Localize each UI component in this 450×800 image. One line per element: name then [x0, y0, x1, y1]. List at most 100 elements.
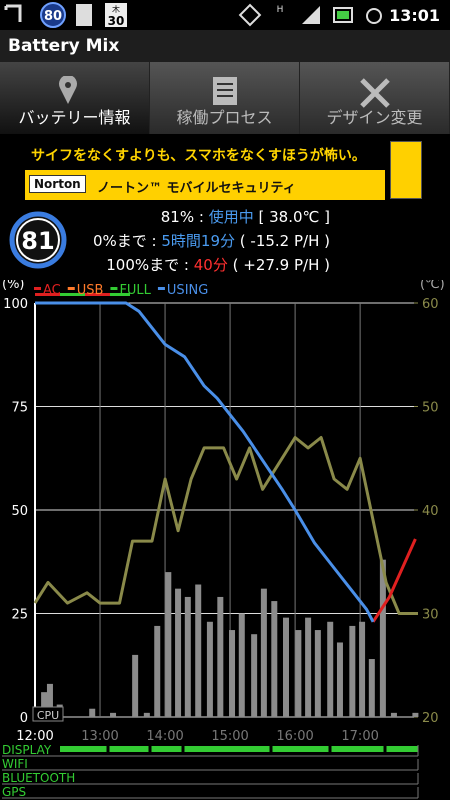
- legend-swatch: [157, 287, 165, 290]
- tab-label: デザイン変更: [326, 108, 423, 127]
- cpu-bar: [327, 621, 334, 717]
- status-row-label: GPS: [2, 785, 26, 799]
- x-tick-label: 15:00: [211, 729, 248, 744]
- signal-icon: [302, 6, 320, 24]
- calendar-icon: [105, 3, 127, 27]
- level-gauge: 81: [9, 211, 67, 269]
- cpu-bar: [89, 708, 96, 717]
- battery-fill: [337, 11, 349, 19]
- pin-icon: [59, 76, 77, 104]
- y-tick-label: 75: [11, 401, 28, 416]
- ad-product-image: [390, 141, 422, 199]
- y-tick-label: 100: [3, 297, 28, 312]
- status-strip: [110, 293, 130, 296]
- y2-axis-label: (℃): [420, 280, 445, 292]
- legend-entry: USB: [77, 283, 104, 298]
- cpu-bar: [110, 712, 117, 717]
- cpu-bar: [238, 613, 245, 717]
- badge-text: 80: [44, 9, 62, 24]
- cpu-bar: [165, 572, 172, 717]
- rotate-icon: [238, 3, 262, 27]
- tab[interactable]: デザイン変更: [300, 62, 450, 134]
- info-value: 使用中: [208, 208, 254, 226]
- cpu-bar: [132, 654, 139, 717]
- status-strip: [35, 293, 60, 296]
- ad-product: ノートン™ モバイルセキュリティ: [97, 181, 296, 196]
- y-axis-label: (%): [2, 280, 25, 292]
- tab-bar: バッテリー情報 稼働プロセス デザイン変更: [0, 62, 450, 134]
- cpu-bar: [195, 584, 202, 717]
- info-value: 5時間19分: [161, 232, 236, 250]
- cpu-bar: [184, 596, 191, 717]
- network-type: H: [277, 5, 284, 15]
- cpu-bar: [379, 559, 386, 717]
- legend-swatch: [67, 287, 75, 290]
- calendar-day: 木: [112, 4, 120, 14]
- legend-entry: USING: [167, 283, 208, 298]
- cpu-bar: [349, 625, 356, 717]
- tools-icon: [360, 78, 390, 108]
- cpu-bar: [154, 625, 161, 717]
- cpu-bar: [143, 712, 150, 717]
- info-label: 0%まで :: [92, 232, 157, 250]
- alarm-icon: [366, 8, 382, 24]
- battery-badge: [40, 2, 66, 28]
- y2-tick-label: 60: [422, 297, 439, 312]
- info-extra: ( +27.9 P/H ): [232, 256, 330, 274]
- cpu-bar: [46, 683, 53, 717]
- legend-swatch: [34, 287, 41, 290]
- calendar-date: 30: [108, 14, 125, 28]
- cpu-bar: [41, 692, 48, 717]
- tab[interactable]: 稼働プロセス: [150, 62, 300, 134]
- battery-line: [371, 538, 417, 623]
- ad-footer: Norton ノートン™ モバイルセキュリティ: [25, 170, 385, 200]
- cpu-bar: [359, 621, 366, 717]
- y-tick-label: 0: [20, 711, 28, 726]
- info-label: 81% :: [160, 208, 204, 226]
- status-icons: 80 木 30 H 13:01: [4, 2, 440, 28]
- cpu-bar: [295, 630, 302, 717]
- tab[interactable]: バッテリー情報: [0, 62, 150, 134]
- info-extra: ( -15.2 P/H ): [239, 232, 330, 250]
- info-line: 100%まで : 40分 ( +27.9 P/H ): [80, 254, 330, 275]
- ad-banner[interactable]: サイフをなくすよりも、スマホをなくすほうが怖い。 Norton ノートン™ モバ…: [25, 137, 425, 200]
- cpu-bar: [314, 630, 321, 717]
- ad-brand: Norton: [29, 175, 86, 193]
- cpu-bar: [206, 621, 213, 717]
- app-title: Battery Mix: [0, 30, 450, 62]
- tab-label: バッテリー情報: [18, 108, 131, 127]
- y2-tick-label: 50: [422, 401, 439, 416]
- info-line: 81% : 使用中 [ 38.0℃ ]: [80, 206, 330, 227]
- battery-line: [35, 301, 375, 623]
- cpu-bar: [305, 617, 312, 717]
- cpu-bar: [390, 712, 397, 717]
- ad-headline: サイフをなくすよりも、スマホをなくすほうが怖い。: [31, 148, 366, 164]
- info-line: 0%まで : 5時間19分 ( -15.2 P/H ): [80, 230, 330, 251]
- x-tick-label: 17:00: [341, 729, 378, 744]
- level-text: 81: [21, 227, 54, 255]
- note-icon: [76, 4, 92, 26]
- cpu-bar: [251, 634, 258, 717]
- clock: 13:01: [389, 6, 440, 25]
- status-strip: [60, 293, 85, 296]
- x-tick-label: 13:00: [81, 729, 118, 744]
- cpu-bar: [217, 596, 224, 717]
- cpu-label: CPU: [37, 709, 59, 722]
- cpu-bar: [271, 601, 278, 717]
- x-tick-label: 12:00: [16, 729, 53, 744]
- info-label: 100%まで :: [106, 256, 189, 274]
- status-row-label: BLUETOOTH: [2, 771, 75, 785]
- status-row-label: WIFI: [2, 757, 28, 771]
- status-bar: 80 木 30 H 13:01: [0, 0, 450, 30]
- x-tick-label: 16:00: [276, 729, 313, 744]
- info-value: 40分: [193, 256, 228, 274]
- cpu-bar: [336, 642, 343, 717]
- display-gaps: [106, 746, 387, 752]
- battery-icon: [333, 7, 353, 23]
- x-tick-label: 14:00: [146, 729, 183, 744]
- y-tick-label: 25: [11, 608, 28, 623]
- app-icon: [4, 4, 22, 22]
- display-activity: [60, 746, 418, 752]
- status-strip: [85, 293, 110, 296]
